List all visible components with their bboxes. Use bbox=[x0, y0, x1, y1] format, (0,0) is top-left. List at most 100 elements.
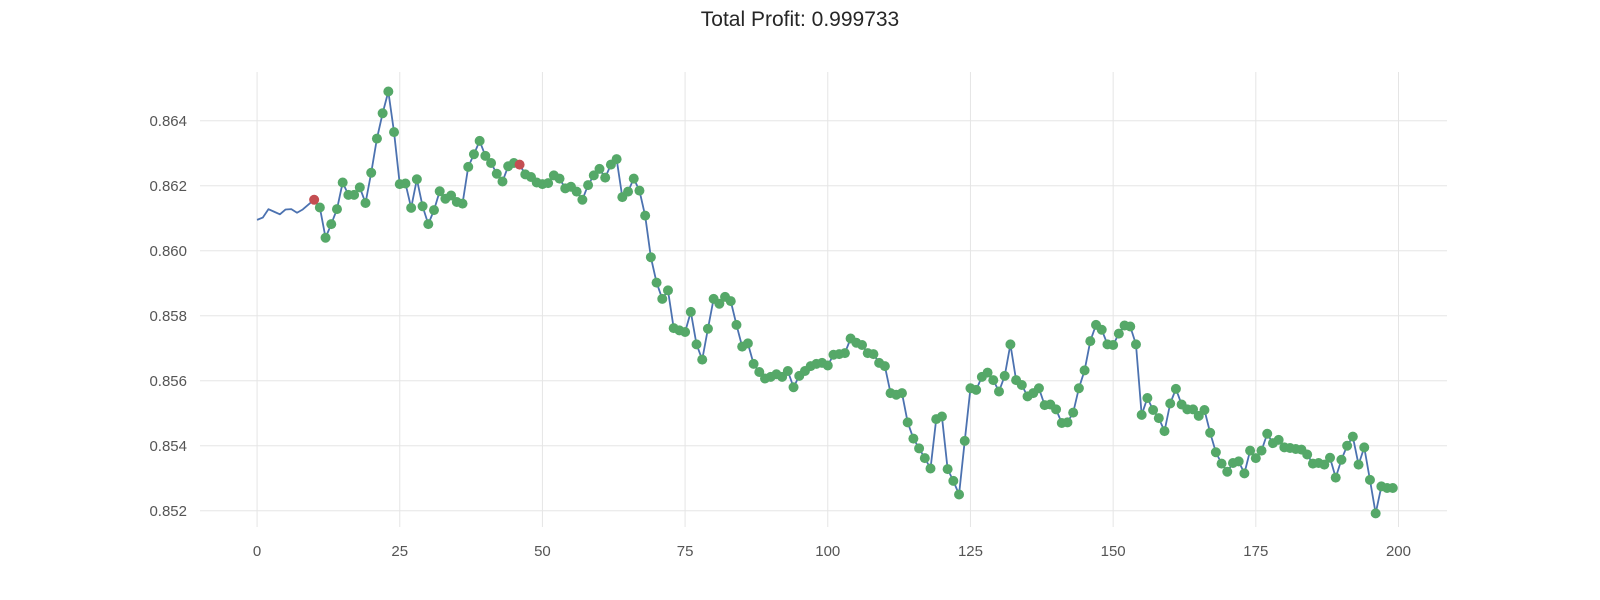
long-position-marker bbox=[474, 135, 485, 146]
long-position-marker bbox=[902, 417, 913, 428]
long-position-marker bbox=[685, 306, 696, 317]
long-position-marker bbox=[377, 108, 388, 119]
long-position-marker bbox=[320, 232, 331, 243]
long-position-marker bbox=[583, 180, 594, 191]
long-position-marker bbox=[331, 204, 342, 215]
long-position-marker bbox=[725, 296, 736, 307]
long-position-marker bbox=[822, 360, 833, 371]
long-position-marker bbox=[1233, 456, 1244, 467]
long-position-marker bbox=[1239, 468, 1250, 479]
long-position-marker bbox=[349, 189, 360, 200]
long-position-marker bbox=[423, 219, 434, 230]
long-position-marker bbox=[480, 150, 491, 161]
long-position-marker bbox=[366, 167, 377, 178]
long-position-marker bbox=[1370, 508, 1381, 519]
long-position-marker bbox=[463, 161, 474, 172]
long-position-marker bbox=[383, 86, 394, 97]
long-position-marker bbox=[468, 149, 479, 160]
long-position-marker bbox=[1342, 440, 1353, 451]
y-axis-ticks: 0.852 0.854 0.856 0.858 0.860 0.862 0.864 bbox=[149, 113, 187, 520]
long-position-marker bbox=[543, 178, 554, 189]
long-position-marker bbox=[691, 339, 702, 350]
long-position-marker bbox=[497, 176, 508, 187]
long-position-marker bbox=[782, 366, 793, 376]
long-position-marker bbox=[748, 358, 759, 369]
long-position-marker bbox=[908, 433, 919, 444]
long-position-marker bbox=[959, 435, 970, 446]
long-position-marker bbox=[645, 252, 656, 263]
long-position-marker bbox=[788, 382, 799, 393]
long-position-marker bbox=[1130, 339, 1141, 350]
long-position-marker bbox=[1347, 431, 1358, 442]
x-tick-label: 100 bbox=[815, 543, 840, 560]
price-series bbox=[256, 90, 1393, 515]
trade-markers bbox=[309, 86, 1398, 519]
long-position-marker bbox=[680, 327, 691, 337]
long-position-marker bbox=[1073, 383, 1084, 394]
x-tick-label: 50 bbox=[534, 543, 551, 560]
long-position-marker bbox=[588, 170, 599, 181]
x-tick-label: 175 bbox=[1243, 543, 1268, 560]
long-position-marker bbox=[389, 127, 400, 138]
short-position-marker bbox=[309, 194, 320, 205]
long-position-marker bbox=[925, 463, 936, 474]
long-position-marker bbox=[657, 293, 668, 304]
price-line bbox=[256, 90, 1393, 515]
long-position-marker bbox=[1387, 483, 1398, 493]
long-position-marker bbox=[742, 338, 753, 349]
long-position-marker bbox=[999, 370, 1010, 381]
long-position-marker bbox=[731, 319, 742, 330]
long-position-marker bbox=[702, 323, 713, 334]
long-position-marker bbox=[1016, 379, 1027, 390]
long-position-marker bbox=[1222, 466, 1233, 477]
long-position-marker bbox=[554, 173, 565, 184]
x-tick-label: 125 bbox=[958, 543, 983, 560]
long-position-marker bbox=[948, 475, 959, 486]
x-axis-ticks: 0 25 50 75 100 125 150 175 200 bbox=[253, 543, 1411, 560]
long-position-marker bbox=[936, 411, 947, 422]
long-position-marker bbox=[1108, 340, 1119, 350]
long-position-marker bbox=[1319, 459, 1330, 470]
long-position-marker bbox=[868, 349, 879, 360]
long-position-marker bbox=[914, 443, 925, 454]
long-position-marker bbox=[1033, 383, 1044, 394]
long-position-marker bbox=[651, 277, 662, 288]
x-tick-label: 150 bbox=[1101, 543, 1126, 560]
long-position-marker bbox=[1153, 413, 1164, 424]
long-position-marker bbox=[1136, 409, 1147, 420]
long-position-marker bbox=[714, 298, 725, 309]
long-position-marker bbox=[1165, 398, 1176, 409]
long-position-marker bbox=[1273, 434, 1284, 445]
long-position-marker bbox=[457, 198, 468, 209]
long-position-marker bbox=[1325, 452, 1336, 463]
long-position-marker bbox=[1125, 321, 1136, 332]
long-position-marker bbox=[314, 202, 325, 213]
long-position-marker bbox=[1068, 407, 1079, 418]
long-position-marker bbox=[406, 202, 417, 213]
long-position-marker bbox=[1079, 365, 1090, 376]
long-position-marker bbox=[1216, 458, 1227, 469]
long-position-marker bbox=[360, 197, 371, 208]
long-position-marker bbox=[326, 219, 337, 230]
long-position-marker bbox=[577, 194, 588, 205]
long-position-marker bbox=[434, 186, 445, 197]
long-position-marker bbox=[1096, 324, 1107, 335]
y-tick-label: 0.856 bbox=[149, 373, 187, 390]
long-position-marker bbox=[754, 366, 765, 377]
long-position-marker bbox=[623, 186, 634, 197]
long-position-marker bbox=[1364, 474, 1375, 485]
long-position-marker bbox=[839, 348, 850, 359]
long-position-marker bbox=[486, 158, 497, 168]
long-position-marker bbox=[697, 354, 708, 365]
long-position-marker bbox=[571, 186, 582, 197]
long-position-marker bbox=[337, 177, 348, 188]
long-position-marker bbox=[1353, 459, 1364, 470]
y-tick-label: 0.858 bbox=[149, 308, 187, 325]
long-position-marker bbox=[1330, 472, 1341, 483]
long-position-marker bbox=[1262, 428, 1273, 439]
y-tick-label: 0.860 bbox=[149, 243, 187, 260]
y-tick-label: 0.864 bbox=[149, 113, 187, 130]
long-position-marker bbox=[1205, 427, 1216, 438]
grid bbox=[200, 72, 1447, 527]
long-position-marker bbox=[857, 340, 868, 350]
